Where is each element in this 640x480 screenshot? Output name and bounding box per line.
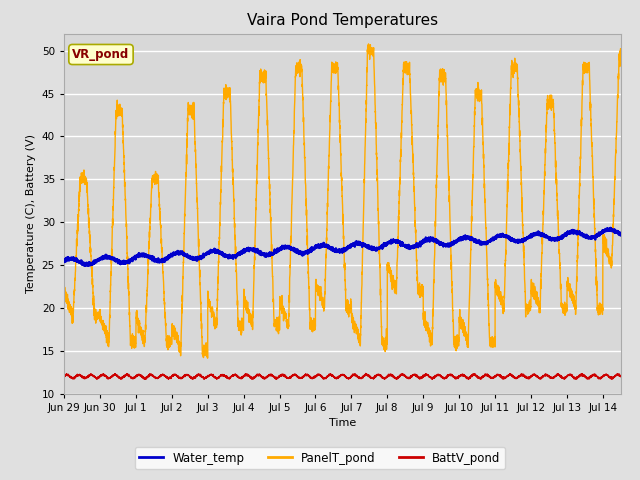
Text: VR_pond: VR_pond (72, 48, 130, 61)
Title: Vaira Pond Temperatures: Vaira Pond Temperatures (247, 13, 438, 28)
Legend: Water_temp, PanelT_pond, BattV_pond: Water_temp, PanelT_pond, BattV_pond (134, 447, 506, 469)
X-axis label: Time: Time (329, 418, 356, 428)
Y-axis label: Temperature (C), Battery (V): Temperature (C), Battery (V) (26, 134, 36, 293)
